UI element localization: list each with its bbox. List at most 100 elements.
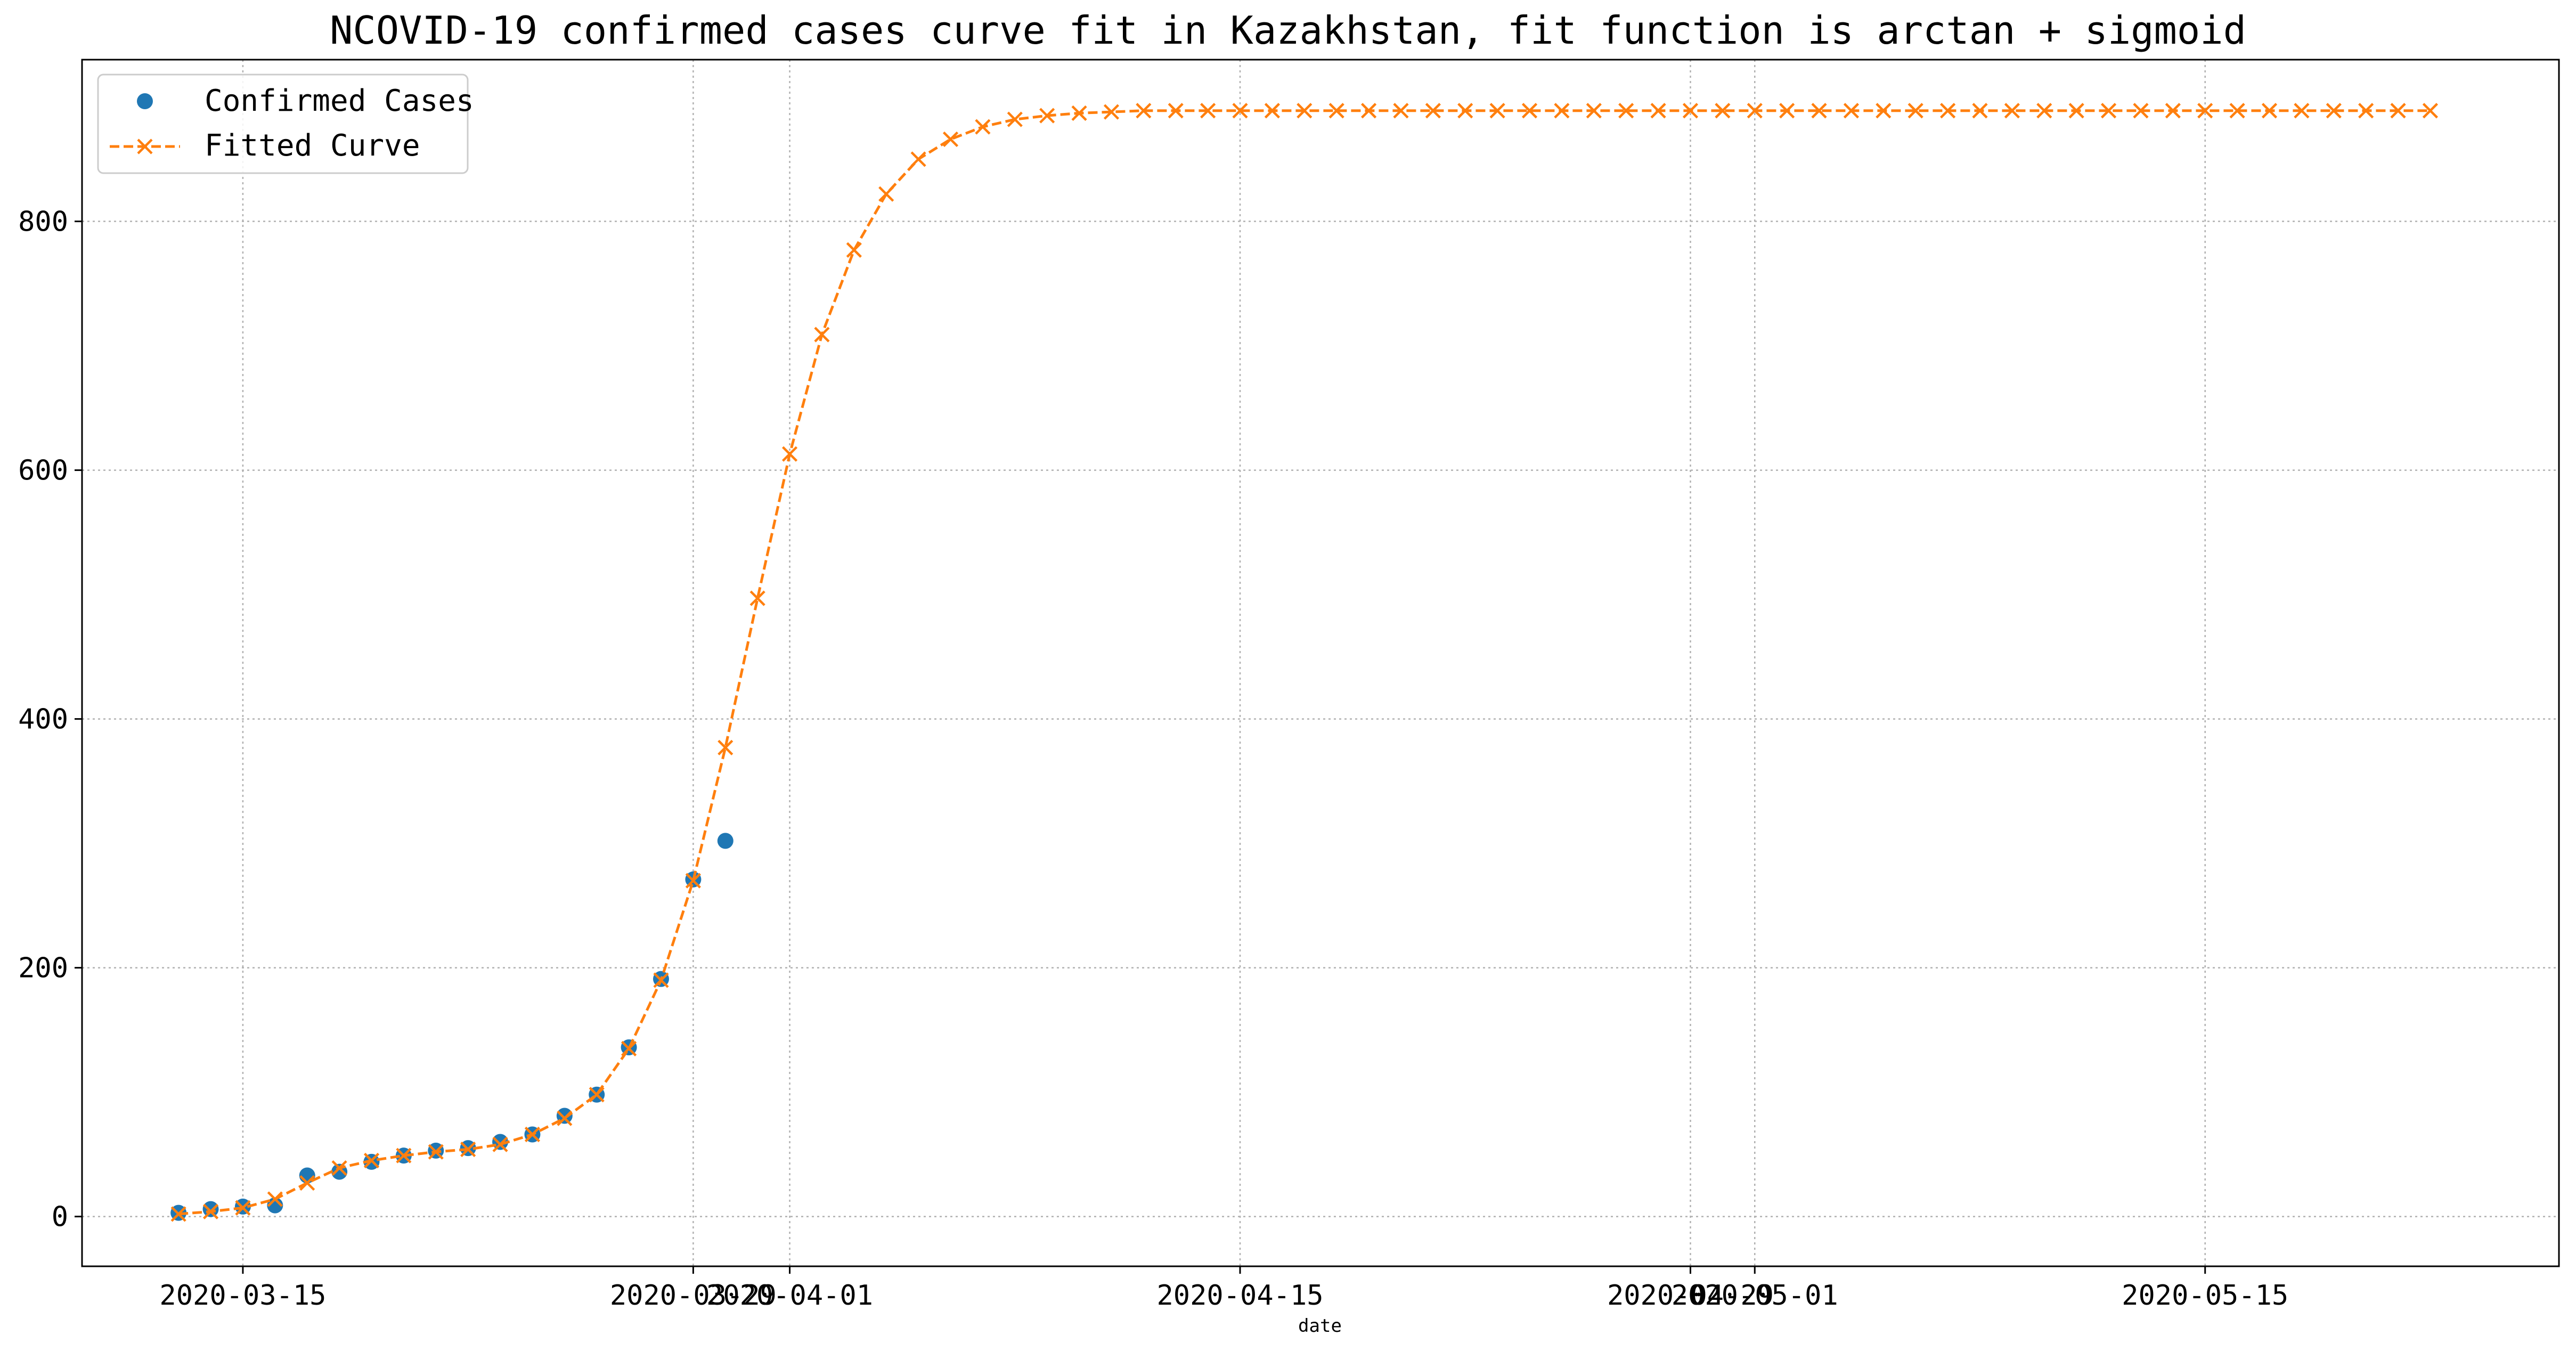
fitted-curve-point bbox=[1618, 103, 1634, 119]
fitted-curve-point bbox=[2422, 103, 2439, 119]
fitted-curve-point bbox=[396, 1147, 412, 1163]
y-tick-label: 800 bbox=[18, 206, 68, 238]
legend-marker-fitted-curve bbox=[137, 139, 153, 154]
fitted-curve-point bbox=[975, 119, 991, 135]
fitted-curve-point bbox=[1007, 111, 1023, 127]
fitted-curve-point bbox=[267, 1191, 283, 1207]
fitted-curve-point bbox=[878, 186, 894, 202]
fitted-curve-point bbox=[1586, 103, 1602, 119]
fitted-curve-point bbox=[1039, 108, 1055, 124]
fitted-curve-point bbox=[524, 1126, 541, 1143]
y-axis: 0 200 400 600 800 bbox=[18, 206, 82, 1233]
fitted-curve-point bbox=[1489, 103, 1505, 119]
y-tick-label: 200 bbox=[18, 953, 68, 984]
fitted-curve-point bbox=[2358, 103, 2374, 119]
fitted-curve-point bbox=[1843, 103, 1860, 119]
grid bbox=[82, 60, 2559, 1266]
fitted-curve-point bbox=[1940, 103, 1956, 119]
fitted-curve-point bbox=[1811, 103, 1827, 119]
fitted-curve-point bbox=[718, 739, 733, 755]
fitted-curve-point bbox=[492, 1136, 508, 1152]
fitted-curve-point bbox=[363, 1152, 380, 1169]
plot-frame bbox=[81, 59, 2560, 1267]
fitted-curve-point bbox=[589, 1087, 605, 1103]
y-tick-label: 400 bbox=[18, 704, 68, 736]
confirmed-case-point bbox=[717, 833, 733, 849]
fitted-curve-point bbox=[170, 1206, 186, 1222]
fitted-curve-point bbox=[557, 1110, 573, 1126]
x-axis-label: date bbox=[1298, 1315, 1342, 1337]
fitted-curve-point bbox=[2068, 103, 2084, 119]
fitted-curve-point bbox=[1682, 103, 1699, 119]
fitted-curve-point bbox=[1779, 103, 1795, 119]
legend: Confirmed Cases Fitted Curve bbox=[97, 74, 474, 174]
fitted-curve-point bbox=[2133, 103, 2149, 119]
fitted-curve-point bbox=[1264, 103, 1281, 119]
fitted-curve-point bbox=[846, 242, 862, 258]
fitted-curve-point bbox=[331, 1160, 347, 1176]
fitted-curve-point bbox=[1457, 103, 1473, 119]
fitted-curve-point bbox=[1200, 103, 1216, 119]
fitted-curve-point bbox=[1425, 103, 1441, 119]
fitted-curve-point bbox=[460, 1141, 476, 1158]
fitted-curve-point bbox=[814, 327, 830, 343]
fitted-curve-point bbox=[2390, 103, 2406, 119]
fitted-curve-point bbox=[1650, 103, 1666, 119]
fitted-curve-point bbox=[2261, 103, 2278, 119]
fitted-curve-point bbox=[1103, 104, 1120, 120]
fitted-curve-point bbox=[749, 590, 765, 606]
fitted-curve-point bbox=[1907, 103, 1923, 119]
fitted-curve-point bbox=[781, 446, 798, 462]
fitted-curve-point bbox=[1360, 103, 1377, 119]
confirmed-case-point bbox=[556, 1108, 573, 1124]
fitted-curve-point bbox=[428, 1144, 444, 1160]
fitted-curve-point bbox=[621, 1040, 637, 1056]
fitted-curve-point bbox=[1747, 103, 1763, 119]
fitted-curve-point bbox=[2197, 103, 2213, 119]
legend-label-fitted-curve: Fitted Curve bbox=[205, 128, 420, 163]
fitted-curve-point bbox=[685, 873, 701, 889]
confirmed-case-point bbox=[202, 1201, 219, 1217]
fitted-curve-point bbox=[1393, 103, 1409, 119]
x-tick-label: 2020-05-15 bbox=[2122, 1280, 2288, 1312]
fitted-curve-point bbox=[2326, 103, 2342, 119]
y-tick-label: 0 bbox=[52, 1201, 68, 1233]
legend-label-confirmed-cases: Confirmed Cases bbox=[205, 84, 474, 118]
fitted-curve-point bbox=[1136, 103, 1152, 119]
fitted-curve-point bbox=[2229, 103, 2245, 119]
legend-marker-confirmed-cases bbox=[137, 93, 153, 109]
fitted-curve-point bbox=[942, 131, 959, 148]
fitted-curve-point bbox=[2294, 103, 2310, 119]
fitted-curve-point bbox=[299, 1175, 315, 1191]
confirmed-case-point bbox=[267, 1197, 283, 1214]
fitted-curve-point bbox=[1297, 103, 1313, 119]
fitted-curve-point bbox=[653, 972, 669, 988]
fitted-curve-point bbox=[2165, 103, 2181, 119]
fitted-curve-point bbox=[1071, 105, 1087, 121]
fitted-curve-point bbox=[1972, 103, 1988, 119]
fitted-curve-point bbox=[1521, 103, 1538, 119]
fitted-curve-point bbox=[235, 1200, 251, 1216]
x-tick-label: 2020-03-29 bbox=[610, 1280, 777, 1312]
legend-box bbox=[97, 74, 469, 174]
x-tick-label: 2020-03-15 bbox=[159, 1280, 326, 1312]
chart-title: NCOVID-19 confirmed cases curve fit in K… bbox=[330, 8, 2246, 53]
fitted-curve-point bbox=[1554, 103, 1570, 119]
fitted-curve-line bbox=[178, 109, 2431, 1216]
fitted-curve-point bbox=[2004, 103, 2020, 119]
fitted-curve-point bbox=[910, 151, 926, 167]
x-tick-label: 2020-04-01 bbox=[706, 1280, 873, 1312]
fitted-curve-point bbox=[1715, 103, 1731, 119]
fitted-curve-point bbox=[2100, 103, 2117, 119]
x-tick-label: 2020-04-29 bbox=[1607, 1280, 1774, 1312]
x-tick-label: 2020-04-15 bbox=[1156, 1280, 1323, 1312]
x-tick-label: 2020-05-01 bbox=[1672, 1280, 1838, 1312]
plot-area bbox=[170, 103, 2439, 1222]
fitted-curve-point bbox=[202, 1203, 219, 1219]
fitted-curve-point bbox=[1876, 103, 1892, 119]
fitted-curve-point bbox=[1168, 103, 1184, 119]
fitted-curve-point bbox=[1328, 103, 1344, 119]
y-tick-label: 600 bbox=[18, 455, 68, 487]
